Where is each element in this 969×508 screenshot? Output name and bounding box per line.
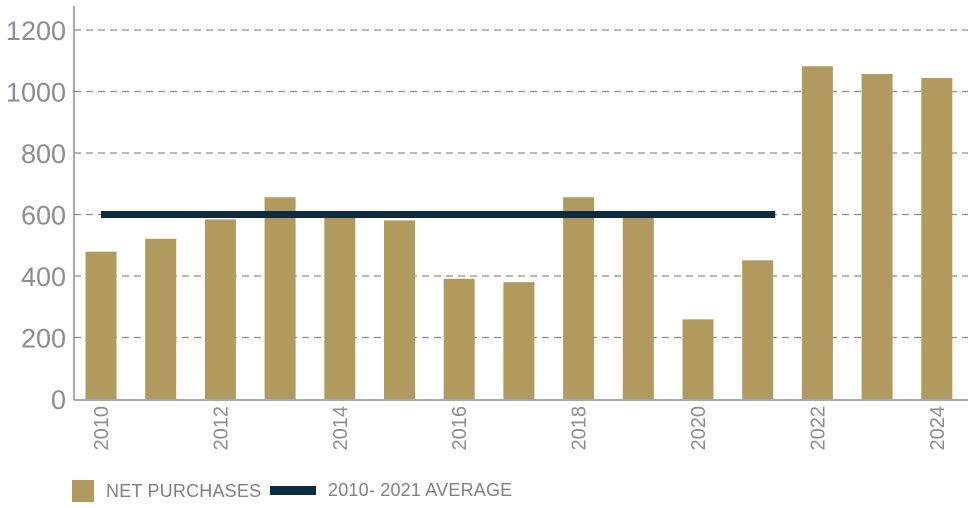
bar-2013 <box>264 197 296 399</box>
y-tick-label-800: 800 <box>21 139 66 169</box>
y-tick-label-400: 400 <box>21 262 66 292</box>
y-tick-label-600: 600 <box>21 201 66 231</box>
bar-2020 <box>682 319 714 399</box>
legend-swatch-net-purchases <box>72 480 94 502</box>
bar-2017 <box>503 282 535 399</box>
y-tick-label-1200: 1200 <box>6 16 66 46</box>
bar-2015 <box>384 220 415 399</box>
legend-label-average: 2010- 2021 AVERAGE <box>328 480 513 500</box>
bars <box>85 66 953 399</box>
bar-2023 <box>861 73 893 399</box>
bar-2022 <box>801 66 833 399</box>
x-tick-label-2022: 2022 <box>807 406 829 451</box>
x-tick-label-2014: 2014 <box>330 406 352 451</box>
bar-2012 <box>204 219 236 399</box>
legend-label-net-purchases: NET PURCHASES <box>106 480 262 501</box>
x-tick-label-2020: 2020 <box>688 406 710 451</box>
bar-2011 <box>145 238 177 399</box>
bar-2019 <box>622 216 654 399</box>
y-tick-label-1000: 1000 <box>6 78 66 108</box>
bar-2016 <box>443 278 475 399</box>
x-tick-label-2012: 2012 <box>210 406 232 451</box>
legend: NET PURCHASES 2010- 2021 AVERAGE <box>0 474 969 508</box>
y-axis-ticks: 0 200 400 600 800 1000 1200 <box>6 16 66 415</box>
legend-swatch-average <box>270 486 316 495</box>
bar-2018 <box>563 197 595 399</box>
y-tick-label-200: 200 <box>21 324 66 354</box>
x-tick-label-2010: 2010 <box>91 406 113 451</box>
bar-2024 <box>921 77 953 399</box>
legend-item-average: 2010- 2021 AVERAGE <box>270 480 512 501</box>
bar-2010 <box>85 251 117 399</box>
bar-2021 <box>742 260 774 399</box>
bar-2014 <box>324 215 356 399</box>
x-tick-label-2018: 2018 <box>569 406 591 451</box>
y-tick-label-0: 0 <box>51 385 66 415</box>
x-tick-label-2024: 2024 <box>927 406 949 451</box>
x-tick-label-2016: 2016 <box>449 406 471 451</box>
legend-item-net-purchases: NET PURCHASES <box>72 480 261 502</box>
x-axis-ticks: 2010 2012 2014 2016 2018 2020 2022 2024 <box>91 406 949 451</box>
